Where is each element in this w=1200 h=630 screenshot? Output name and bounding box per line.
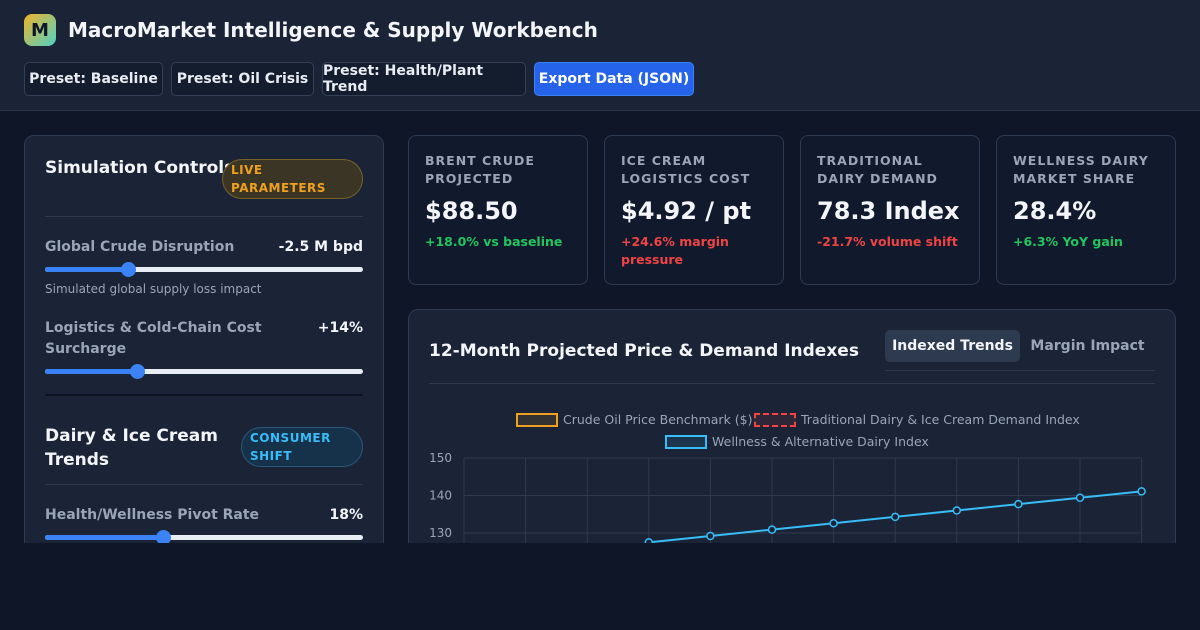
kpi-card-ice-cream-logistics: ICE CREAM LOGISTICS COST $4.92 / pt +24.… bbox=[604, 135, 784, 285]
slider-thumb[interactable] bbox=[120, 262, 136, 277]
kpi-title: ICE CREAM LOGISTICS COST bbox=[621, 153, 751, 186]
logistics-surcharge-value: +14% bbox=[317, 320, 363, 336]
crude-disruption-value: -2.5 M bpd bbox=[278, 239, 363, 255]
kpi-value: $4.92 / pt bbox=[621, 197, 752, 225]
data-point bbox=[1075, 493, 1085, 502]
slider-fill bbox=[45, 369, 138, 374]
chart-tabs: Indexed Trends Margin Impact bbox=[885, 330, 1155, 371]
consumer-shift-badge: CONSUMER SHIFT bbox=[241, 427, 363, 467]
y-tick-label: 130 bbox=[429, 526, 452, 540]
crude-disruption-help: Simulated global supply loss impact bbox=[45, 282, 262, 296]
kpi-value: $88.50 bbox=[425, 197, 518, 225]
app-title: MacroMarket Intelligence & Supply Workbe… bbox=[68, 18, 598, 42]
slider-fill bbox=[45, 267, 128, 272]
divider bbox=[429, 383, 1155, 384]
legend-swatch-dairy[interactable] bbox=[754, 413, 796, 427]
data-point bbox=[706, 531, 715, 541]
legend-swatch-wellness[interactable] bbox=[665, 435, 707, 449]
kpi-card-wellness-share: WELLNESS DAIRY MARKET SHARE 28.4% +6.3% … bbox=[996, 135, 1176, 285]
kpi-delta: +6.3% YoY gain bbox=[1013, 234, 1123, 249]
preset-health-trend-button[interactable]: Preset: Health/Plant Trend bbox=[322, 62, 526, 96]
preset-oil-crisis-button[interactable]: Preset: Oil Crisis bbox=[171, 62, 314, 96]
top-bar: M MacroMarket Intelligence & Supply Work… bbox=[0, 0, 1200, 111]
wellness-pivot-slider[interactable] bbox=[45, 530, 363, 545]
kpi-delta: -21.7% volume shift bbox=[817, 234, 958, 249]
live-parameters-badge: LIVE PARAMETERS bbox=[222, 159, 363, 199]
simulation-controls-title: Simulation Controls bbox=[45, 158, 235, 178]
logistics-surcharge-label: Logistics & Cold-Chain Cost Surcharge bbox=[45, 320, 262, 357]
kpi-delta: +24.6% margin pressure bbox=[621, 234, 729, 267]
kpi-title: TRADITIONAL DAIRY DEMAND bbox=[817, 153, 938, 186]
legend-label-crude[interactable]: Crude Oil Price Benchmark ($) bbox=[563, 412, 753, 427]
data-point bbox=[952, 506, 962, 515]
tab-margin-impact[interactable]: Margin Impact bbox=[1030, 338, 1145, 354]
kpi-value: 28.4% bbox=[1013, 197, 1097, 225]
kpi-value: 78.3 Index bbox=[817, 197, 960, 225]
legend-label-wellness[interactable]: Wellness & Alternative Dairy Index bbox=[712, 434, 929, 449]
y-tick-label: 150 bbox=[429, 451, 452, 465]
chart-panel: 12-Month Projected Price & Demand Indexe… bbox=[408, 309, 1176, 569]
crude-disruption-slider[interactable] bbox=[45, 262, 363, 277]
kpi-title: WELLNESS DAIRY MARKET SHARE bbox=[1013, 153, 1149, 186]
chart-title: 12-Month Projected Price & Demand Indexe… bbox=[429, 341, 859, 361]
tab-indexed-trends[interactable]: Indexed Trends bbox=[885, 330, 1020, 362]
data-point bbox=[1014, 499, 1023, 509]
slider-fill bbox=[45, 535, 163, 540]
slider-thumb[interactable] bbox=[155, 530, 171, 545]
legend-swatch-crude[interactable] bbox=[516, 413, 558, 427]
line-chart: 150 140 130 bbox=[429, 451, 1146, 568]
y-tick-label: 140 bbox=[429, 489, 452, 503]
kpi-delta: +18.0% vs baseline bbox=[425, 234, 563, 249]
section-divider bbox=[45, 394, 363, 396]
export-json-button[interactable]: Export Data (JSON) bbox=[534, 62, 694, 96]
crude-disruption-label: Global Crude Disruption bbox=[45, 239, 235, 255]
wellness-pivot-label: Health/Wellness Pivot Rate bbox=[45, 507, 260, 523]
divider bbox=[45, 216, 363, 217]
kpi-title: BRENT CRUDE PROJECTED bbox=[425, 153, 535, 186]
slider-thumb[interactable] bbox=[130, 364, 146, 379]
page-background bbox=[0, 543, 1200, 630]
preset-baseline-button[interactable]: Preset: Baseline bbox=[24, 62, 163, 96]
divider bbox=[45, 484, 363, 485]
simulation-controls-panel: Simulation Controls LIVE PARAMETERS Glob… bbox=[24, 135, 384, 565]
kpi-card-dairy-demand: TRADITIONAL DAIRY DEMAND 78.3 Index -21.… bbox=[800, 135, 980, 285]
kpi-card-brent-crude: BRENT CRUDE PROJECTED $88.50 +18.0% vs b… bbox=[408, 135, 588, 285]
dairy-trends-title: Dairy & Ice Cream Trends bbox=[45, 426, 218, 470]
data-point bbox=[829, 519, 838, 528]
legend-label-dairy[interactable]: Traditional Dairy & Ice Cream Demand Ind… bbox=[801, 412, 1080, 427]
logistics-surcharge-slider[interactable] bbox=[45, 364, 363, 379]
data-point bbox=[890, 512, 900, 522]
wellness-pivot-value: 18% bbox=[329, 507, 363, 523]
app-logo: M bbox=[24, 14, 56, 46]
data-point bbox=[1137, 487, 1146, 496]
data-point bbox=[767, 525, 777, 534]
